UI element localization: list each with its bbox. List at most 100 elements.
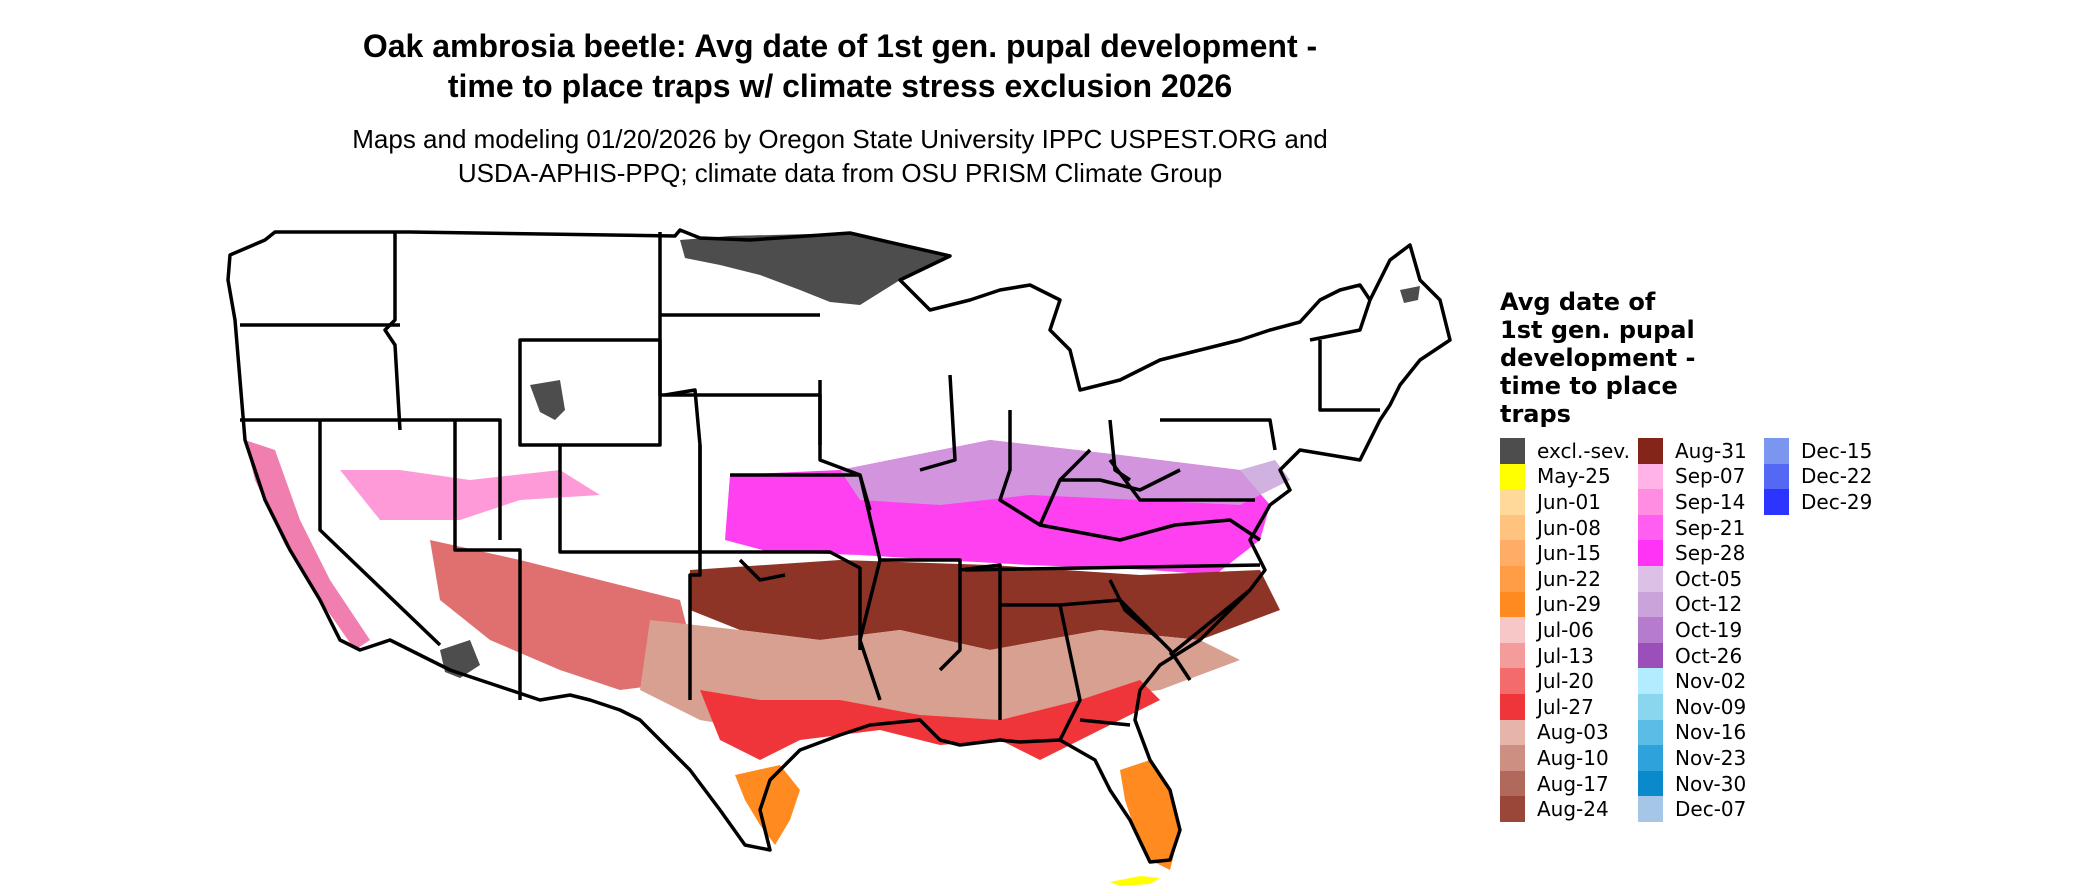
legend-item: Dec-29 — [1764, 489, 1872, 515]
legend-swatch — [1500, 514, 1525, 541]
legend-swatch — [1638, 796, 1663, 822]
state-line — [1108, 458, 1255, 502]
legend-label: Jun-08 — [1537, 515, 1601, 540]
legend-item: Jul-06 — [1500, 617, 1630, 643]
legend-swatch — [1638, 565, 1663, 592]
legend-swatch — [1638, 770, 1663, 797]
legend-label: Sep-07 — [1675, 464, 1746, 489]
legend-item: Jun-22 — [1500, 565, 1630, 592]
legend-label: Nov-02 — [1675, 669, 1747, 694]
legend-swatch — [1638, 514, 1663, 541]
zone-excluded-wy — [530, 380, 565, 420]
state-line — [1108, 579, 1162, 642]
legend-label: excl.-sev. — [1537, 438, 1630, 463]
legend-swatch — [1638, 463, 1663, 490]
legend-item: Oct-12 — [1638, 591, 1747, 618]
subtitle-line-1: Maps and modeling 01/20/2026 by Oregon S… — [352, 124, 1328, 154]
state-line — [383, 232, 402, 431]
legend-swatch — [1500, 719, 1525, 746]
state-line — [1039, 518, 1261, 542]
map-fill — [245, 233, 1420, 886]
title-line-1: Oak ambrosia beetle: Avg date of 1st gen… — [362, 28, 1318, 64]
legend-column-1: excl.-sev. May-25 Jun-01 Jun-08 Jun-15 Jun-22… — [1500, 438, 1630, 822]
legend-swatch — [1500, 463, 1525, 490]
legend-item: Jul-27 — [1500, 693, 1630, 720]
legend-item: Sep-21 — [1638, 514, 1747, 541]
legend-item: Nov-30 — [1638, 770, 1747, 797]
legend-swatch — [1500, 617, 1525, 643]
legend-item: Nov-02 — [1638, 668, 1747, 694]
state-line — [1108, 419, 1131, 482]
legend-swatch — [1638, 745, 1663, 771]
legend-item: Nov-23 — [1638, 745, 1747, 771]
zone-west-coast — [245, 440, 370, 650]
legend-label: Sep-14 — [1675, 489, 1746, 514]
legend-column-3: Dec-15 Dec-22 Dec-29 — [1764, 438, 1872, 515]
subtitle-line-2: USDA-APHIS-PPQ; climate data from OSU PR… — [457, 158, 1223, 188]
state-line — [688, 552, 702, 700]
legend-label: May-25 — [1537, 464, 1611, 489]
legend-label: Jul-27 — [1537, 694, 1594, 719]
state-line — [858, 474, 962, 672]
legend-label: Jun-01 — [1537, 489, 1601, 514]
legend-label: Nov-09 — [1675, 694, 1747, 719]
legend-label: Aug-03 — [1537, 720, 1609, 745]
legend-label: Oct-05 — [1675, 566, 1743, 591]
legend-item: Oct-05 — [1638, 565, 1747, 592]
legend-swatch — [1500, 796, 1525, 822]
legend-swatch — [1638, 642, 1663, 669]
legend-swatch — [1500, 745, 1525, 771]
zone-southwest — [430, 540, 700, 690]
state-line — [1000, 603, 1082, 741]
legend-item: excl.-sev. — [1500, 438, 1630, 464]
state-line — [818, 380, 861, 477]
legend-swatch — [1500, 668, 1525, 694]
legend-swatch — [1500, 770, 1525, 797]
zone-may-keys — [1110, 876, 1160, 886]
legend-column-2: Aug-31 Sep-07 Sep-14 Sep-21 Sep-28 Oct-05 Oct-… — [1638, 438, 1747, 822]
state-line — [919, 374, 957, 472]
legend-label: Jul-13 — [1537, 643, 1594, 668]
legend-item: Aug-03 — [1500, 719, 1630, 746]
legend-item: May-25 — [1500, 463, 1630, 490]
legend-swatch — [1638, 540, 1663, 566]
legend-label: Jun-15 — [1537, 541, 1601, 566]
zone-pink-west — [340, 470, 600, 520]
state-line — [1318, 340, 1380, 412]
legend-swatch — [1500, 693, 1525, 720]
zone-excluded-mn — [680, 233, 950, 305]
legend-item: Jun-15 — [1500, 540, 1630, 566]
legend-title-line: Avg date of — [1500, 288, 1656, 316]
state-line — [858, 559, 882, 701]
state-line — [964, 563, 1261, 572]
zone-excluded-me — [1400, 286, 1420, 303]
legend-item: Oct-26 — [1638, 642, 1747, 669]
legend-swatch — [1638, 668, 1663, 694]
legend-item: Jul-20 — [1500, 668, 1630, 694]
zone-june-florida — [1120, 760, 1180, 870]
legend-item: Aug-10 — [1500, 745, 1630, 771]
legend-item: Sep-07 — [1638, 463, 1747, 490]
legend-label: Oct-26 — [1675, 643, 1743, 668]
legend-item: Jun-08 — [1500, 514, 1630, 541]
legend-title-line: 1st gen. pupal — [1500, 316, 1695, 344]
state-line — [1060, 468, 1181, 492]
state-borders — [226, 228, 1452, 864]
legend-label: Oct-12 — [1675, 592, 1743, 617]
state-line — [998, 410, 1092, 527]
legend-label: Jul-20 — [1537, 669, 1594, 694]
title-line-2: time to place traps w/ climate stress ex… — [447, 68, 1233, 104]
legend-item: Dec-07 — [1638, 796, 1747, 822]
legend-label: Sep-28 — [1675, 541, 1746, 566]
legend-swatch — [1638, 438, 1663, 464]
map-subtitle: Maps and modeling 01/20/2026 by Oregon S… — [240, 122, 1440, 190]
legend-label: Nov-23 — [1675, 745, 1747, 770]
legend-item: Aug-17 — [1500, 770, 1630, 797]
legend-item: Jul-13 — [1500, 642, 1630, 669]
zone-august-late — [690, 560, 1280, 650]
legend-swatch — [1500, 540, 1525, 566]
legend-item: Aug-24 — [1500, 796, 1630, 822]
state-line — [1160, 418, 1277, 451]
legend-title-line: development - — [1500, 344, 1696, 372]
legend-swatch — [1638, 719, 1663, 746]
